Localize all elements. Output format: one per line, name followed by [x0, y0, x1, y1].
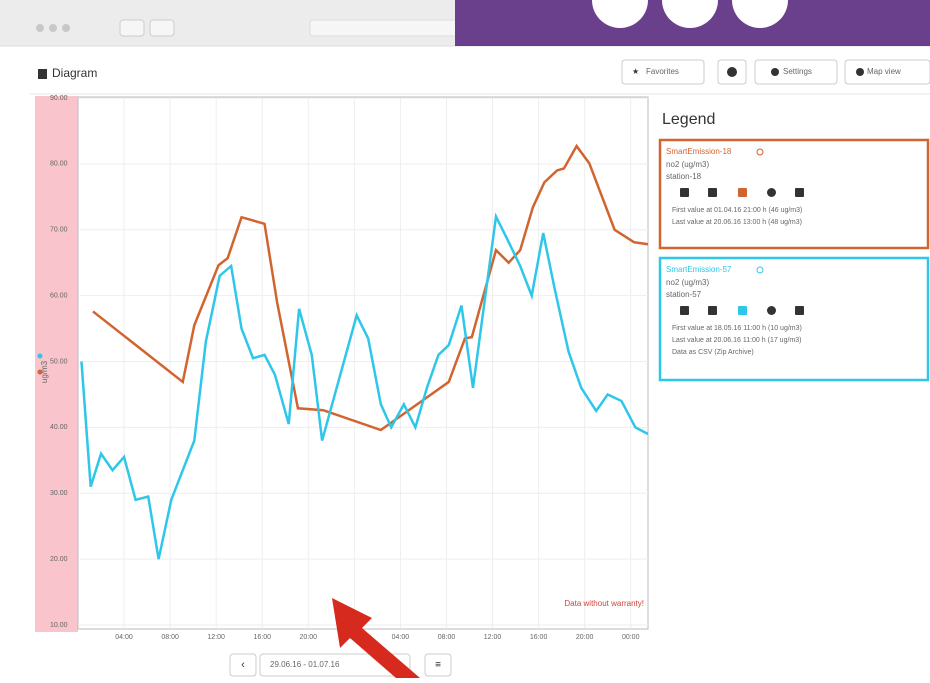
tool-icon[interactable]: [767, 306, 776, 315]
first-value: First value at 01.04.16 21:00 h (46 ug/m…: [672, 207, 802, 214]
tool-icon[interactable]: [708, 306, 717, 315]
x-tick-label: 04:00: [392, 634, 410, 641]
legend-name: SmartEmission-57: [666, 265, 732, 274]
list-icon: ≡: [435, 660, 441, 671]
legend-name: SmartEmission-18: [666, 147, 732, 156]
legend: SmartEmission-18 no2 (ug/m3) station-18 Fir…: [658, 138, 930, 382]
list-button[interactable]: [424, 653, 452, 677]
favorites-button[interactable]: [621, 59, 705, 85]
first-value: First value at 18.05.16 11:00 h (10 ug/m…: [672, 325, 802, 332]
tool-icon[interactable]: [738, 306, 747, 315]
x-tick-label: 08:00: [161, 634, 179, 641]
tool-icon[interactable]: [680, 306, 689, 315]
overlay-circles: [592, 0, 788, 28]
series-line: [92, 143, 649, 432]
tool-icon[interactable]: [680, 188, 689, 197]
series-line: [80, 212, 649, 560]
star-icon: ★: [632, 67, 639, 76]
tool-icon[interactable]: [708, 188, 717, 197]
x-tick-label: 08:00: [438, 634, 456, 641]
help-icon: [727, 67, 737, 77]
y-axis-label: ug/m3: [40, 360, 49, 383]
nav-button[interactable]: [119, 19, 145, 37]
legend-title: Legend: [662, 111, 715, 128]
legend-item: [658, 138, 930, 250]
traffic-lights: [36, 24, 70, 32]
arrow: [332, 598, 420, 678]
y-tick-label: 80.00: [50, 161, 68, 168]
y-tick-label: 70.00: [50, 227, 68, 234]
chart: 10.00 20.00 30.00 40.00 50.00 60.00 70.00 80.00…: [37, 95, 649, 641]
y-tick-label: 50.00: [50, 358, 68, 365]
legend-unit: no2 (ug/m3): [666, 278, 709, 287]
y-tick-label: 40.00: [50, 424, 68, 431]
tool-icon[interactable]: [795, 306, 804, 315]
star-icon: [756, 266, 764, 274]
x-tick-label: 16:00: [253, 634, 271, 641]
x-tick-label: 12:00: [207, 634, 225, 641]
tab-button[interactable]: [149, 19, 175, 37]
star-icon: [756, 148, 764, 156]
button-label: Settings: [783, 67, 812, 76]
tool-icon[interactable]: [795, 188, 804, 197]
y-tick-label: 60.00: [50, 292, 68, 299]
y-tick-label: 30.00: [50, 490, 68, 497]
legend-item: [658, 256, 930, 382]
x-tick-label: 16:00: [530, 634, 548, 641]
csv-link: Data as CSV (Zip Archive): [672, 349, 754, 356]
legend-station: station-18: [666, 172, 702, 181]
series-dot: [37, 353, 43, 359]
button-label: Map view: [867, 67, 901, 76]
globe-icon: [856, 68, 864, 76]
y-axis-highlight: [35, 96, 78, 632]
date-range: 29.06.16 - 01.07.16: [270, 660, 340, 669]
button-label: Favorites: [646, 67, 679, 76]
plot-area: [77, 96, 649, 630]
last-value: Last value at 20.06.16 13:00 h (48 ug/m3…: [672, 219, 802, 226]
legend-station: station-57: [666, 290, 702, 299]
header-icon: [38, 69, 47, 79]
map-button[interactable]: [844, 59, 930, 85]
last-value: Last value at 20.06.16 11:00 h (17 ug/m3…: [672, 337, 801, 344]
x-tick-label: 20:00: [576, 634, 594, 641]
header-title: Diagram: [52, 66, 97, 80]
y-tick-label: 10.00: [50, 622, 68, 629]
x-tick-label: 12:00: [484, 634, 502, 641]
x-tick-label: 20:00: [300, 634, 318, 641]
x-tick-label: 04:00: [115, 634, 133, 641]
date-range-button[interactable]: [259, 653, 411, 677]
x-tick-label: 00:00: [622, 634, 640, 641]
tool-icon[interactable]: [738, 188, 747, 197]
settings-button[interactable]: [754, 59, 838, 85]
tool-icon[interactable]: [767, 188, 776, 197]
y-tick-label: 90.00: [50, 95, 68, 102]
prev-button[interactable]: [229, 653, 257, 677]
series-dot: [37, 369, 43, 375]
annotation: Data without warranty!: [564, 599, 644, 608]
y-tick-label: 20.00: [50, 556, 68, 563]
legend-unit: no2 (ug/m3): [666, 160, 709, 169]
prev-icon: ‹: [241, 659, 245, 671]
gear-icon: [771, 68, 779, 76]
